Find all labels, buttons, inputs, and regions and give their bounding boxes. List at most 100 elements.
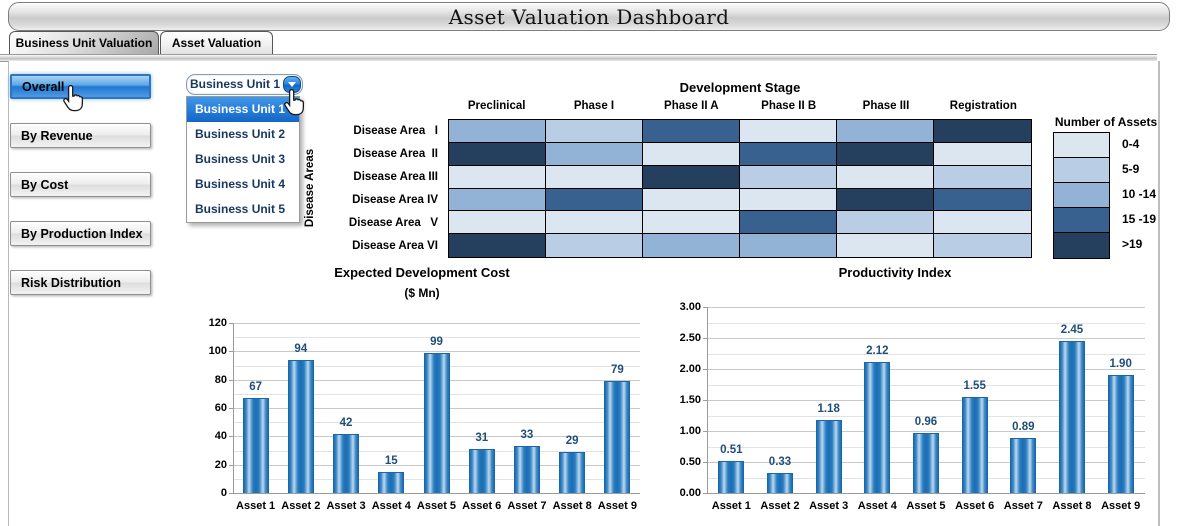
bar-asset-7	[1010, 437, 1037, 493]
heatmap-cell-r3-c5	[837, 165, 934, 189]
y-axis-tick-label: 60	[214, 402, 227, 414]
category-label-asset-1: Asset 1	[711, 500, 751, 512]
y-axis-tick-label: 2.50	[679, 332, 701, 344]
heatmap-cell-r5-c2	[546, 211, 643, 235]
y-axis-tick	[703, 338, 707, 339]
heatmap-row-label-disease-area-ii: Disease Area II	[353, 147, 438, 160]
bar-value-label-asset-1: 67	[249, 381, 262, 394]
bar-asset-1	[718, 461, 745, 493]
y-axis-tick-label: 0	[220, 487, 227, 499]
category-label-asset-7: Asset 7	[1003, 500, 1043, 512]
y-axis-tick-label: 2.00	[679, 363, 701, 375]
y-axis-line	[707, 307, 708, 493]
tab-label: Business Unit Valuation	[15, 36, 153, 50]
dropdown-option-business-unit-5[interactable]: Business Unit 5	[195, 202, 286, 216]
heatmap-cell-r2-c1	[449, 142, 546, 166]
tab-asset-valuation[interactable]: Asset Valuation	[160, 31, 273, 54]
dropdown-option-business-unit-2[interactable]: Business Unit 2	[195, 127, 286, 141]
category-label-asset-8: Asset 8	[1052, 500, 1092, 512]
y-axis-tick	[703, 462, 707, 463]
y-axis-tick	[229, 464, 233, 466]
heatmap-column-header-phase-iii: Phase III	[862, 100, 910, 112]
gridline	[707, 307, 1145, 308]
heatmap-cell-r3-c4	[740, 165, 837, 189]
dropdown-option-business-unit-4[interactable]: Business Unit 4	[195, 177, 286, 191]
heatmap-cell-r4-c3	[643, 188, 740, 212]
bar-asset-6	[468, 449, 495, 493]
category-label-asset-1: Asset 1	[236, 500, 276, 512]
bar-asset-5	[913, 433, 939, 493]
bar-asset-9	[1107, 375, 1134, 493]
gridline	[707, 384, 1145, 386]
dropdown-selected-value: Business Unit 1	[189, 77, 281, 91]
heatmap-cell-r6-c3	[643, 234, 740, 257]
tab-label: Asset Valuation	[171, 36, 262, 50]
bar-asset-8	[559, 451, 586, 493]
gridline	[707, 400, 1145, 401]
heatmap-column-header-registration: Registration	[949, 100, 1017, 112]
heatmap-cell-r2-c6	[934, 142, 1031, 166]
tab-business-unit-valuation[interactable]: Business Unit Valuation	[9, 31, 159, 54]
bar-asset-7	[513, 446, 540, 493]
category-label-asset-4: Asset 4	[371, 500, 411, 512]
chart-subtitle: ($ Mn)	[404, 286, 440, 300]
heatmap-cell-r1-c3	[643, 120, 740, 143]
category-label-asset-9: Asset 9	[597, 500, 637, 512]
heatmap-cell-r6-c5	[837, 234, 934, 257]
gridline	[707, 415, 1145, 417]
bar-value-label-asset-6: 31	[475, 432, 489, 445]
heatmap-row-axis-label: Disease Areas	[304, 148, 316, 228]
bar-asset-2	[287, 359, 314, 493]
bar-value-label-asset-6: 1.55	[963, 379, 986, 392]
heatmap-row-label-disease-area-v: Disease Area V	[348, 217, 438, 230]
y-axis-tick-label: 0.50	[679, 456, 701, 468]
heatmap-cell-r6-c4	[740, 234, 837, 257]
bar-value-label-asset-9: 79	[610, 364, 624, 377]
y-axis-tick-label: 1.00	[679, 425, 701, 437]
heatmap-row-labels: Disease Area I Disease Area II Disease Are…	[320, 119, 442, 258]
dropdown-option-business-unit-3[interactable]: Business Unit 3	[195, 152, 286, 166]
sidebar-button-by-production-index[interactable]: By Production Index	[10, 221, 151, 246]
y-axis-tick-label: 1.50	[679, 394, 701, 406]
y-axis-tick	[703, 400, 707, 401]
y-axis-tick	[229, 493, 233, 494]
bar-asset-8	[1059, 341, 1085, 493]
heatmap-title: Development Stage	[679, 80, 801, 95]
sidebar-button-by-cost[interactable]: By Cost	[10, 172, 151, 197]
y-axis-tick-label: 40	[214, 430, 227, 443]
dropdown-arrow-button[interactable]	[283, 76, 301, 93]
heatmap-row-label-disease-area-iv: Disease Area IV	[352, 194, 438, 207]
y-axis-tick	[703, 431, 707, 432]
category-label-asset-9: Asset 9	[1101, 500, 1141, 512]
business-unit-dropdown[interactable]: Business Unit 1	[186, 74, 303, 95]
bar-value-label-asset-5: 0.96	[914, 416, 938, 429]
heatmap-cell-r1-c2	[546, 120, 643, 143]
category-label-asset-6: Asset 6	[462, 500, 502, 512]
heatmap-cell-r1-c4	[740, 120, 837, 143]
chart-title: Productivity Index	[838, 265, 952, 280]
heatmap-cell-r4-c6	[934, 188, 1031, 212]
bar-value-label-asset-4: 2.12	[866, 344, 889, 357]
y-axis-tick	[229, 408, 233, 409]
dropdown-option-business-unit-1[interactable]: Business Unit 1	[187, 97, 299, 122]
sidebar-button-overall[interactable]: Overall	[10, 74, 151, 99]
y-axis-tick	[703, 307, 707, 308]
y-axis-tick	[229, 379, 233, 381]
y-axis-line	[233, 323, 234, 493]
sidebar-button-risk-distribution[interactable]: Risk Distribution	[10, 270, 151, 295]
heatmap-cell-r2-c4	[740, 142, 837, 166]
heatmap-cell-r3-c6	[934, 165, 1031, 189]
legend-swatches	[1053, 132, 1110, 259]
gridline	[233, 351, 640, 353]
category-label-asset-5: Asset 5	[906, 500, 946, 512]
sidebar-button-by-revenue[interactable]: By Revenue	[10, 123, 151, 148]
heatmap-cell-r1-c5	[837, 120, 934, 143]
gridline	[707, 369, 1145, 370]
heatmap-row-label-disease-area-i: Disease Area I	[353, 124, 438, 137]
legend-swatch-0-4	[1054, 133, 1109, 158]
heatmap-cell-r6-c6	[934, 234, 1031, 257]
bar-asset-5	[423, 352, 450, 493]
legend-labels: 0-4 5-9 10 -14 15 -19 >19	[1122, 132, 1176, 257]
legend-label-5-9: 5-9	[1122, 162, 1140, 176]
heatmap-cell-r4-c1	[449, 188, 546, 212]
